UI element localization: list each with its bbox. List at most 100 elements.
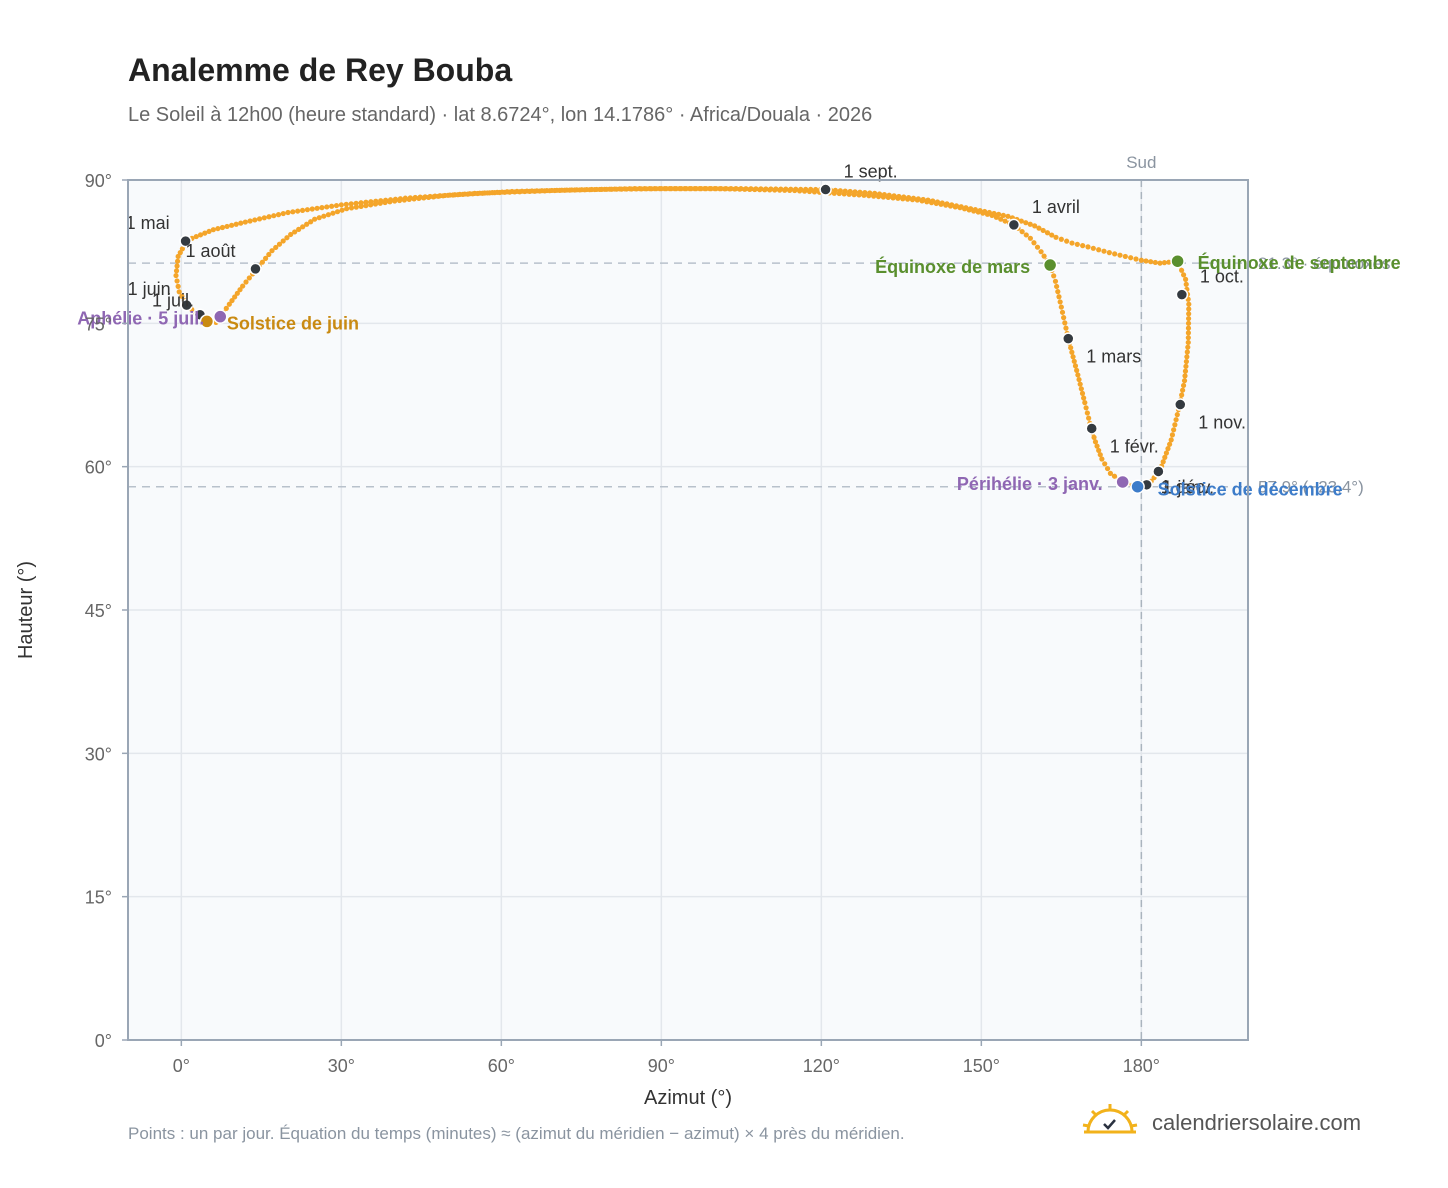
daily-point	[534, 188, 540, 194]
daily-point	[368, 202, 374, 208]
daily-point	[733, 186, 739, 192]
daily-point	[1074, 367, 1080, 373]
x-tick-label: 180°	[1123, 1056, 1160, 1076]
event-label: Équinoxe de septembre	[1198, 252, 1401, 273]
daily-point	[1090, 245, 1096, 251]
daily-point	[321, 213, 327, 219]
daily-point	[353, 200, 359, 206]
event-marker	[1115, 474, 1130, 490]
month-label: 1 août	[185, 241, 235, 261]
daily-point	[891, 193, 897, 199]
daily-point	[832, 187, 839, 193]
daily-point	[763, 186, 769, 192]
month-label: 1 févr.	[1110, 436, 1159, 456]
event-marker	[1042, 257, 1058, 273]
daily-point	[494, 189, 500, 195]
daily-point	[1064, 238, 1070, 244]
daily-point	[1148, 259, 1154, 265]
brand-name[interactable]: calendriersolaire.com	[1152, 1109, 1362, 1135]
daily-point	[256, 216, 263, 222]
daily-point	[1071, 358, 1077, 364]
daily-point	[1051, 273, 1057, 279]
daily-point	[280, 238, 286, 244]
daily-point	[1122, 253, 1128, 260]
daily-point	[1061, 315, 1067, 321]
daily-point	[1133, 256, 1139, 262]
daily-point	[232, 294, 238, 300]
daily-point	[219, 224, 226, 231]
daily-point	[728, 186, 734, 192]
daily-point	[1185, 335, 1191, 341]
month-label: 1 déc.	[1161, 477, 1210, 497]
daily-point	[1186, 306, 1192, 312]
daily-point	[396, 197, 403, 204]
daily-point	[1083, 405, 1089, 411]
daily-point	[1036, 225, 1042, 231]
daily-point	[559, 187, 565, 193]
event-marker	[199, 314, 215, 329]
daily-point	[998, 216, 1004, 222]
daily-point	[529, 188, 535, 194]
daily-point	[934, 199, 941, 205]
daily-point	[1070, 354, 1076, 360]
daily-point	[435, 193, 441, 199]
daily-point	[1005, 213, 1011, 219]
daily-point	[579, 187, 585, 193]
month-marker	[179, 234, 192, 248]
daily-point	[1101, 248, 1107, 254]
daily-point	[1165, 446, 1171, 452]
daily-point	[175, 283, 181, 289]
y-tick-label: 75°	[85, 314, 112, 334]
daily-point	[460, 191, 466, 198]
daily-point	[915, 196, 921, 202]
daily-point	[939, 200, 945, 206]
daily-point	[269, 248, 275, 254]
daily-point	[173, 268, 180, 274]
x-axis-label: Azimut (°)	[644, 1087, 732, 1109]
daily-point	[1079, 390, 1086, 397]
daily-point	[421, 195, 427, 201]
daily-point	[325, 212, 331, 218]
month-marker	[1152, 465, 1165, 478]
daily-point	[224, 223, 230, 230]
daily-point	[284, 235, 290, 241]
daily-point	[773, 186, 779, 192]
month-marker	[819, 183, 832, 196]
daily-point	[1180, 382, 1187, 389]
daily-point	[300, 224, 306, 230]
reference-line-label: 57.9° (−23.4°)	[1258, 478, 1364, 497]
daily-point	[465, 191, 471, 197]
daily-point	[179, 246, 185, 252]
daily-point	[1180, 387, 1186, 393]
daily-point	[372, 201, 379, 207]
daily-point	[271, 213, 277, 219]
daily-point	[1102, 461, 1108, 467]
daily-point	[1138, 257, 1144, 263]
daily-point	[852, 189, 858, 195]
daily-point	[643, 186, 650, 192]
daily-point	[314, 205, 320, 211]
daily-point	[901, 194, 907, 200]
daily-point	[1053, 234, 1059, 240]
month-marker	[1007, 218, 1021, 232]
daily-point	[1183, 281, 1189, 287]
daily-point	[304, 207, 310, 213]
daily-point	[584, 186, 590, 193]
daily-point	[758, 186, 764, 192]
daily-point	[430, 194, 437, 200]
daily-point	[210, 227, 216, 233]
daily-point	[1092, 439, 1099, 445]
brand[interactable]: calendriersolaire.com	[1082, 1102, 1361, 1143]
daily-point	[678, 186, 684, 192]
daily-point	[202, 230, 208, 236]
daily-point	[718, 186, 724, 192]
daily-point	[803, 186, 809, 192]
daily-point	[229, 297, 235, 304]
daily-point	[324, 204, 330, 210]
daily-point	[1186, 315, 1192, 322]
daily-point	[363, 203, 369, 209]
daily-point	[514, 188, 520, 194]
daily-point	[1054, 283, 1060, 290]
daily-point	[1185, 339, 1191, 346]
daily-point	[479, 190, 486, 196]
